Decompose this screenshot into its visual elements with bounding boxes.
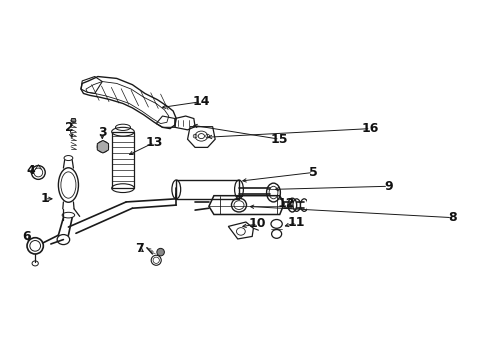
Polygon shape bbox=[97, 140, 108, 153]
Text: 3: 3 bbox=[98, 126, 106, 139]
Text: 2: 2 bbox=[65, 121, 74, 134]
Text: 6: 6 bbox=[22, 230, 31, 243]
Ellipse shape bbox=[97, 141, 108, 152]
Text: 10: 10 bbox=[248, 217, 266, 230]
Text: 5: 5 bbox=[308, 166, 317, 179]
Text: 13: 13 bbox=[145, 136, 163, 149]
Text: 8: 8 bbox=[447, 211, 456, 224]
Ellipse shape bbox=[157, 248, 164, 256]
Text: 1: 1 bbox=[40, 192, 49, 205]
Text: 11: 11 bbox=[287, 216, 305, 229]
Text: 15: 15 bbox=[270, 133, 288, 146]
Polygon shape bbox=[71, 118, 76, 123]
Text: 16: 16 bbox=[361, 122, 379, 135]
Text: 4: 4 bbox=[26, 164, 35, 177]
Text: 12: 12 bbox=[277, 197, 294, 210]
Text: 7: 7 bbox=[135, 243, 144, 256]
Text: 9: 9 bbox=[383, 180, 392, 193]
Text: 14: 14 bbox=[192, 95, 210, 108]
